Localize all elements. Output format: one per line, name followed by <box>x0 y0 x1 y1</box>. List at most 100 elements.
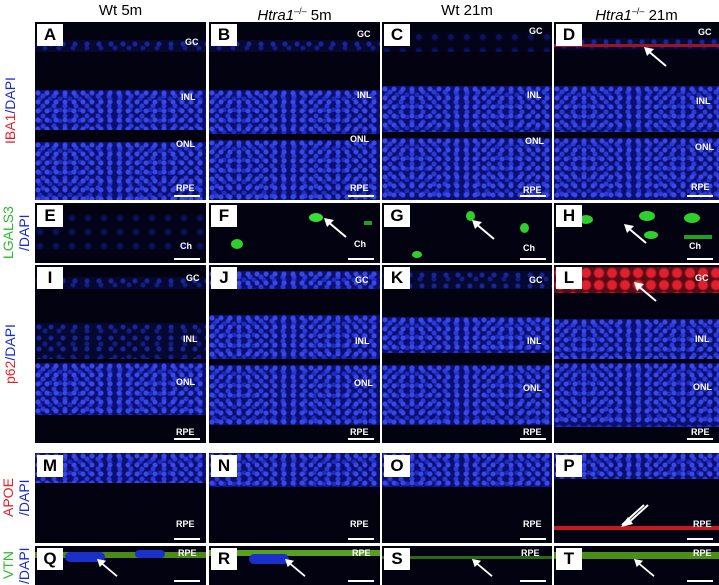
panel-q: Q RPE <box>35 546 206 585</box>
layer-label-inl: INL <box>527 336 542 346</box>
scale-bar <box>520 438 546 440</box>
arrow-icon <box>97 558 118 577</box>
layer-label-onl: ONL <box>695 142 714 152</box>
scale-bar <box>348 258 374 260</box>
panel-m: M RPE <box>35 453 206 543</box>
layer-label-onl: ONL <box>350 134 369 144</box>
panel-letter: D <box>556 24 582 46</box>
panel-letter: M <box>37 455 63 477</box>
scale-bar <box>348 438 374 440</box>
panel-j: J GC INL ONL RPE <box>209 265 380 443</box>
column-header-age: 21m <box>644 7 678 24</box>
row-label-stain: LGALS3 <box>0 206 16 260</box>
layer-label-gc: GC <box>698 27 712 37</box>
panel-t: T RPE <box>554 546 719 585</box>
layer-label-rpe: RPE <box>350 183 369 193</box>
scale-bar <box>174 538 200 540</box>
layer-label-gc: GC <box>185 37 199 47</box>
layer-label-rpe: RPE <box>178 548 197 558</box>
layer-label-gc: GC <box>186 273 200 283</box>
row-label-counterstain: /DAPI <box>16 479 32 517</box>
column-header-htra1-5m: Htra1–/– 5m <box>209 0 380 24</box>
scale-bar <box>687 538 713 540</box>
layer-label-ch: Ch <box>180 241 192 251</box>
column-header-gene: Htra1 <box>595 7 632 24</box>
panel-h: H Ch <box>554 203 719 263</box>
panel-letter: G <box>384 205 410 227</box>
row-label-apoe: APOE /DAPI <box>0 453 32 543</box>
scale-bar <box>520 195 546 197</box>
row-label-stain: IBA1/DAPI <box>2 77 18 145</box>
layer-label-ch: Ch <box>354 239 366 249</box>
panel-a: A GC INL ONL RPE <box>35 22 206 200</box>
layer-label-onl: ONL <box>525 136 544 146</box>
layer-label-gc: GC <box>529 26 543 36</box>
panel-e: E Ch <box>35 203 206 263</box>
panel-k: K GC INL ONL RPE <box>382 265 552 443</box>
layer-label-onl: ONL <box>523 383 542 393</box>
panel-n: N RPE <box>209 453 380 543</box>
panel-letter: T <box>556 548 582 570</box>
arrow-icon <box>472 220 495 240</box>
layer-label-gc: GC <box>355 275 369 285</box>
scale-bar <box>520 538 546 540</box>
layer-label-rpe: RPE <box>352 548 371 558</box>
panel-letter: R <box>211 548 237 570</box>
arrow-icon <box>644 47 667 67</box>
column-header-htra1-21m: Htra1–/– 21m <box>554 0 719 24</box>
scale-bar <box>174 438 200 440</box>
panel-letter: E <box>37 205 63 227</box>
layer-label-gc: GC <box>529 275 543 285</box>
layer-label-onl: ONL <box>693 382 712 392</box>
layer-label-ch: Ch <box>689 241 701 251</box>
panel-s: S RPE <box>382 546 552 585</box>
layer-label-rpe: RPE <box>176 427 195 437</box>
layer-label-rpe: RPE <box>523 185 542 195</box>
panel-letter: L <box>556 267 582 289</box>
layer-label-inl: INL <box>695 334 710 344</box>
panel-letter: O <box>384 455 410 477</box>
layer-label-rpe: RPE <box>350 427 369 437</box>
panel-letter: K <box>384 267 410 289</box>
scale-bar <box>174 580 200 582</box>
panel-letter: Q <box>37 548 63 570</box>
layer-label-ch: Ch <box>523 243 535 253</box>
scale-bar <box>687 195 713 197</box>
double-arrow-icon <box>621 504 649 527</box>
scale-bar <box>520 258 546 260</box>
column-header-gene: Htra1 <box>257 7 295 24</box>
panel-d: D GC INL ONL RPE <box>554 22 719 200</box>
scale-bar <box>687 580 713 582</box>
row-label-stain: p62/DAPI <box>2 324 18 384</box>
panel-letter: A <box>37 24 63 46</box>
panel-letter: J <box>211 267 237 289</box>
row-label-iba1: IBA1/DAPI <box>2 22 32 200</box>
layer-label-inl: INL <box>357 90 372 100</box>
layer-label-rpe: RPE <box>350 519 369 529</box>
row-label-p62: p62/DAPI <box>2 265 32 443</box>
arrow-icon <box>472 558 493 577</box>
panel-p: P RPE <box>554 453 719 543</box>
scale-bar <box>174 195 200 197</box>
layer-label-gc: GC <box>357 29 371 39</box>
scale-bar <box>348 580 374 582</box>
scale-bar <box>520 580 546 582</box>
layer-label-rpe: RPE <box>176 183 195 193</box>
panel-r: R RPE <box>209 546 380 585</box>
column-header-wt-21m: Wt 21m <box>382 0 552 22</box>
layer-label-rpe: RPE <box>693 519 712 529</box>
panel-letter: P <box>556 455 582 477</box>
panel-i: I GC INL ONL RPE <box>35 265 206 443</box>
layer-label-rpe: RPE <box>693 548 712 558</box>
column-header-text: Wt 21m <box>441 2 493 19</box>
column-header-text: Wt 5m <box>98 2 143 19</box>
layer-label-rpe: RPE <box>691 182 710 192</box>
column-header-wt-5m: Wt 5m <box>35 0 206 22</box>
panel-letter: F <box>211 205 237 227</box>
layer-label-inl: INL <box>183 334 198 344</box>
layer-label-gc: GC <box>695 273 709 283</box>
panel-letter: S <box>384 548 410 570</box>
panel-b: B GC INL ONL RPE <box>209 22 380 200</box>
scale-bar <box>348 195 374 197</box>
layer-label-inl: INL <box>355 336 370 346</box>
